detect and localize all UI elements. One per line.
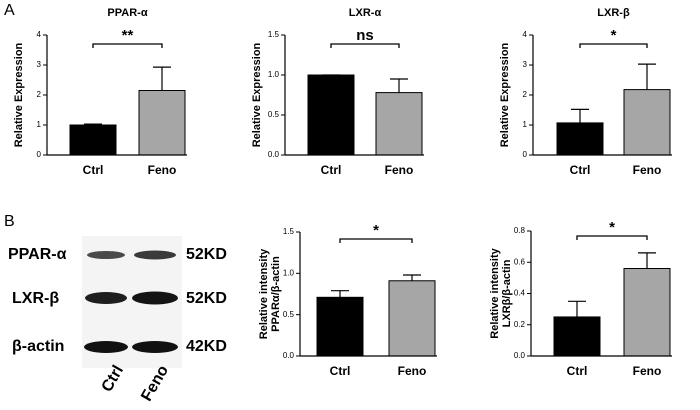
y-tick-label: 0.6 (514, 257, 526, 266)
x-tick-label: Feno (398, 364, 427, 378)
x-tick-label: Feno (148, 163, 177, 177)
y-axis-label: PPARα/β-actin (270, 256, 282, 332)
chart-title: LXR-β (597, 7, 630, 19)
y-tick-label: 0.5 (283, 310, 295, 319)
y-axis-label: Relative intensity (258, 248, 270, 339)
y-tick-label: 4 (37, 30, 42, 39)
x-tick-label: Feno (633, 163, 662, 177)
chart-title: LXR-α (349, 7, 382, 19)
y-tick-label: 0.8 (514, 226, 526, 235)
y-tick-label: 4 (523, 30, 528, 39)
chart: Ctrl Feno 0 1 2 3 4 Relative Expression LXR-β * (499, 7, 672, 177)
significance-bracket (576, 235, 648, 240)
blot-band (132, 291, 178, 305)
western-blot: PPAR-α LXR-β β-actin 52KD 52KD 42KD Ctrl… (8, 236, 227, 404)
x-tick-label: Ctrl (83, 163, 104, 177)
blot-row-label: PPAR-α (8, 246, 67, 263)
y-tick-label: 1.0 (268, 70, 280, 79)
significance-bracket (330, 43, 400, 48)
bar (316, 296, 364, 357)
significance-label: ns (356, 27, 374, 44)
x-tick-label: Ctrl (570, 163, 591, 177)
significance-label: ** (122, 27, 134, 44)
y-tick-label: 3 (523, 60, 528, 69)
chart: Ctrl Feno 0.0 0.5 1.0 1.5 Relative intensity PP… (258, 222, 437, 378)
x-tick-label: Ctrl (321, 163, 342, 177)
y-tick-label: 0 (37, 150, 42, 159)
y-tick-label: 2 (37, 90, 42, 99)
bar (556, 122, 604, 156)
y-tick-label: 1 (37, 120, 42, 129)
y-tick-label: 1 (523, 120, 528, 129)
blot-row-label: β-actin (12, 338, 64, 355)
blot-band (87, 251, 125, 259)
blot-size-label: 52KD (186, 290, 227, 307)
significance-bracket (579, 43, 648, 48)
chart: Ctrl Feno 0.0 0.5 1.0 1.5 Relative Expression L… (251, 7, 424, 177)
significance-label: * (609, 219, 615, 236)
significance-label: * (373, 222, 379, 239)
significance-label: * (611, 27, 617, 44)
y-axis-label: Relative Expression (499, 42, 511, 147)
x-tick-label: Feno (633, 364, 662, 378)
significance-bracket (339, 238, 413, 243)
y-axis-label: Relative Expression (13, 42, 25, 147)
bar (69, 124, 117, 156)
blot-lane-label: Feno (138, 362, 172, 404)
blot-size-label: 52KD (186, 246, 227, 263)
panel-label: A (4, 2, 15, 19)
x-tick-label: Ctrl (567, 364, 588, 378)
blot-band (85, 292, 127, 304)
bar (623, 89, 671, 156)
y-axis-label: Relative intensity (489, 247, 501, 338)
bar (138, 90, 186, 156)
y-axis-label: LXRβ/β-actin (501, 259, 513, 327)
y-tick-label: 0.5 (268, 110, 280, 119)
bar (375, 92, 423, 156)
panel-label: B (4, 213, 15, 230)
blot-size-label: 42KD (186, 338, 227, 355)
x-tick-label: Feno (385, 163, 414, 177)
chart: Ctrl Feno 0.0 0.2 0.4 0.6 0.8 Relative intensit… (489, 219, 672, 378)
x-tick-label: Ctrl (330, 364, 351, 378)
y-tick-label: 3 (37, 60, 42, 69)
blot-band (84, 341, 128, 353)
y-tick-label: 2 (523, 90, 528, 99)
chart-title: PPAR-α (107, 7, 147, 19)
bar (388, 280, 436, 357)
y-tick-label: 0 (523, 150, 528, 159)
y-tick-label: 0.0 (283, 351, 295, 360)
y-tick-label: 1.5 (283, 227, 295, 236)
y-tick-label: 1.0 (283, 268, 295, 277)
y-tick-label: 0.0 (268, 150, 280, 159)
blot-row-label: LXR-β (12, 290, 59, 307)
y-tick-label: 1.5 (268, 30, 280, 39)
y-tick-label: 0.2 (514, 320, 526, 329)
y-tick-label: 0.0 (514, 351, 526, 360)
bar (307, 74, 355, 156)
significance-bracket (92, 43, 163, 48)
y-tick-label: 0.4 (514, 289, 526, 298)
blot-band (134, 250, 176, 260)
bar (623, 268, 671, 357)
y-axis-label: Relative Expression (251, 42, 263, 147)
bar (553, 316, 601, 357)
chart: Ctrl Feno 0 1 2 3 4 Relative Expression PPAR-α ** (13, 7, 187, 177)
blot-band (132, 341, 178, 353)
